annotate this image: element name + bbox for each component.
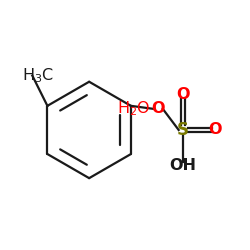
Text: O: O [176,86,190,102]
Text: O: O [208,122,222,138]
Text: S: S [177,121,189,139]
Text: OH: OH [170,158,196,173]
Text: O: O [152,102,165,116]
Text: $\mathregular{H_3C}$: $\mathregular{H_3C}$ [22,66,54,85]
Text: $\mathregular{H_2O}$: $\mathregular{H_2O}$ [117,100,150,118]
